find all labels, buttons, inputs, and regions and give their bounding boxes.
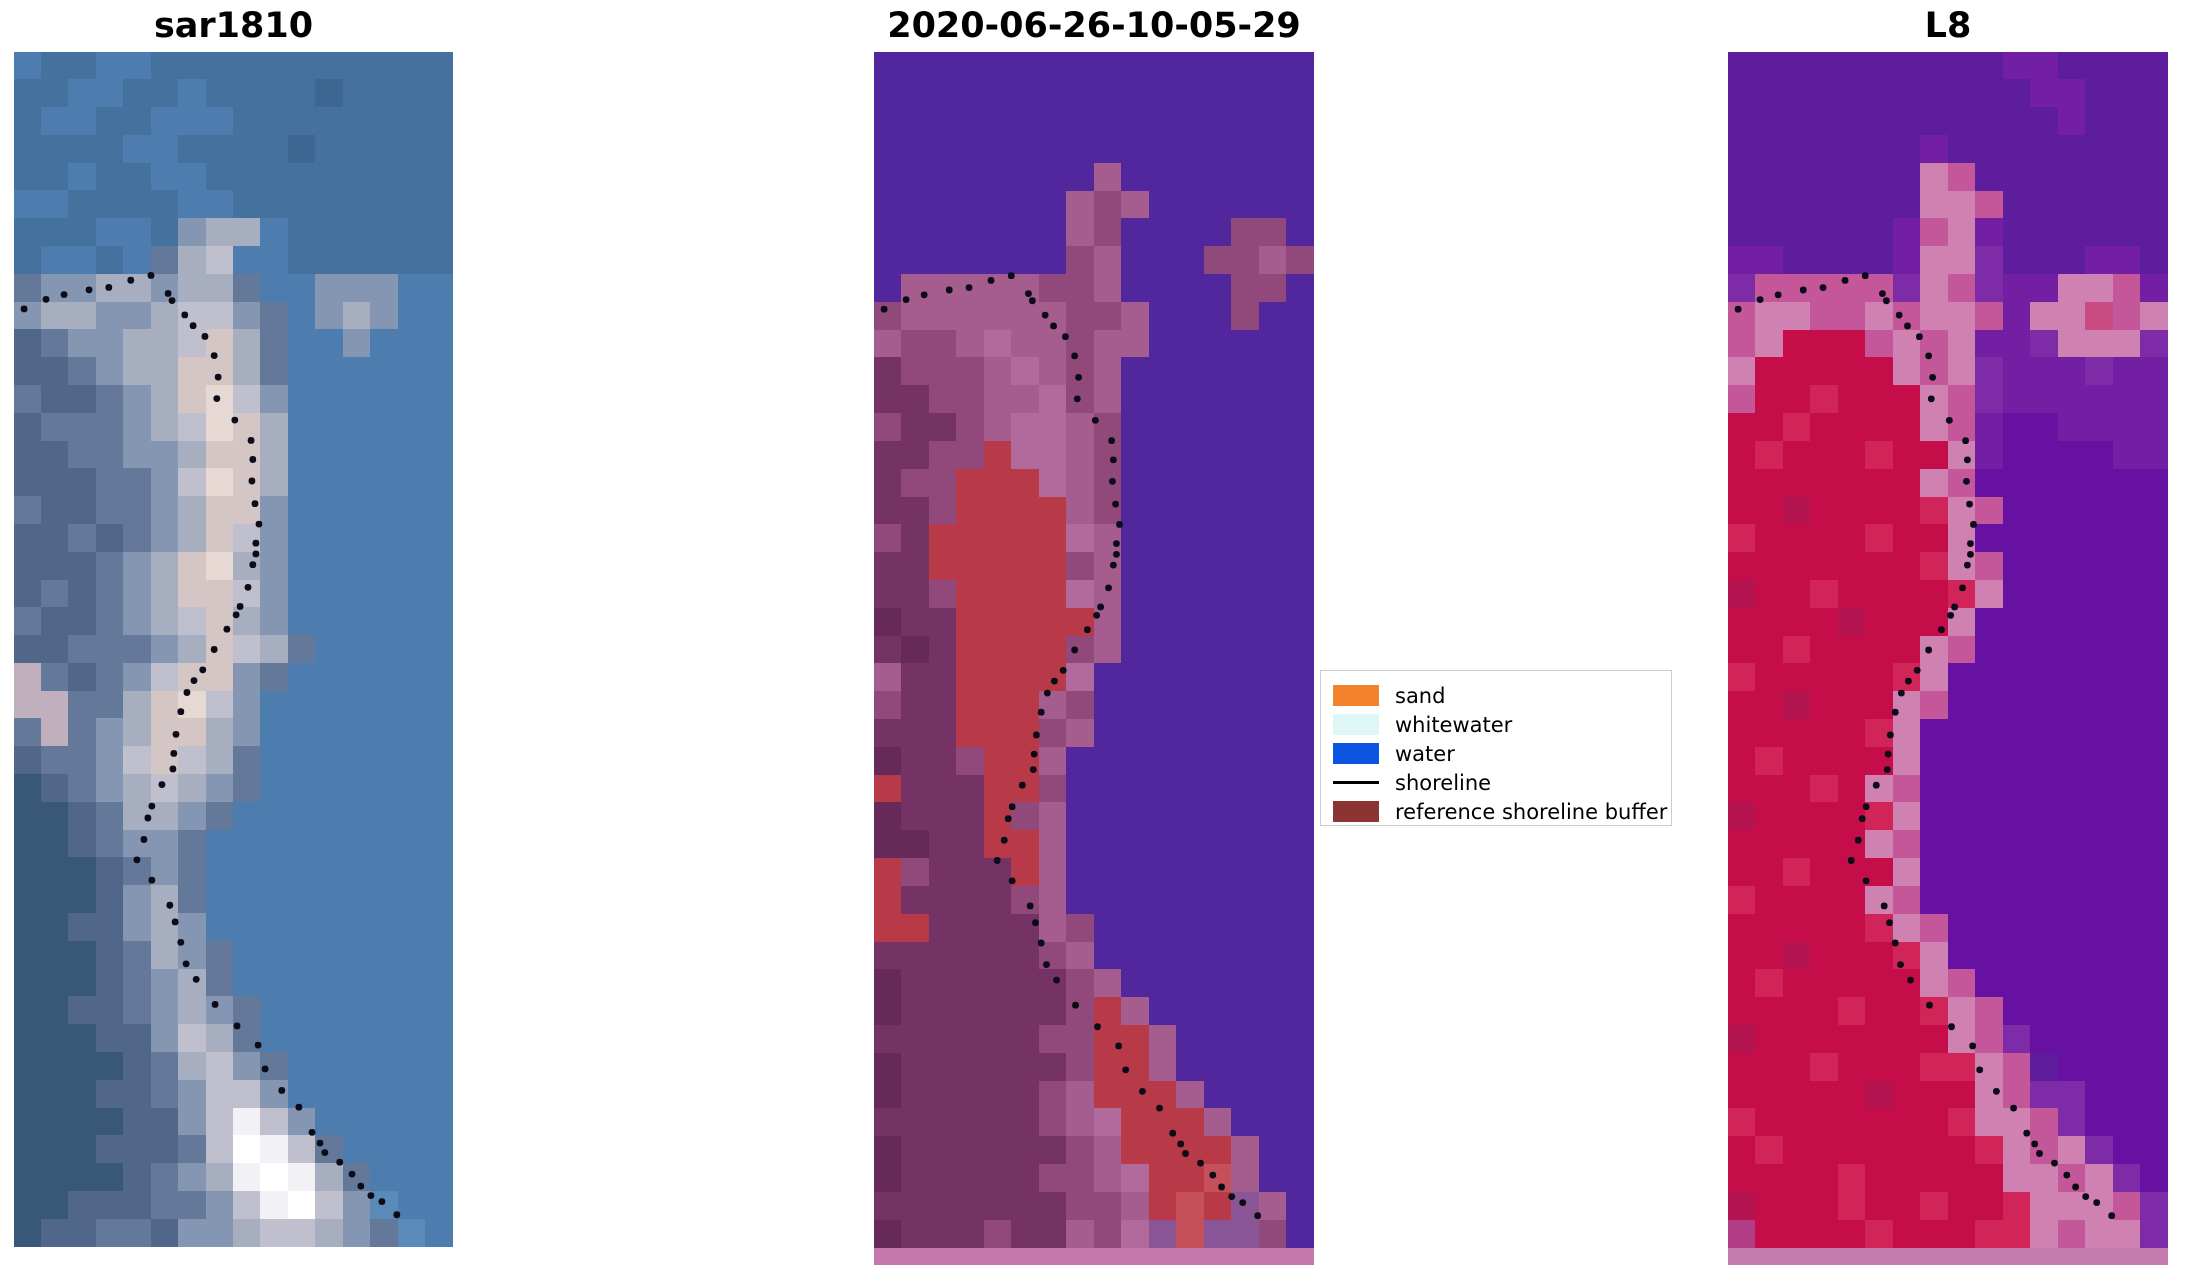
legend-label: reference shoreline buffer xyxy=(1395,799,1668,824)
legend: sand whitewater water shoreline referenc… xyxy=(1320,670,1672,826)
legend-item-whitewater: whitewater xyxy=(1333,710,1659,739)
legend-label: sand xyxy=(1395,683,1446,708)
sar-image xyxy=(14,52,453,1247)
legend-item-shoreline: shoreline xyxy=(1333,768,1659,797)
legend-label: whitewater xyxy=(1395,712,1513,737)
panel-title-l8: L8 xyxy=(1924,6,1972,46)
legend-item-sand: sand xyxy=(1333,681,1659,710)
classified-image xyxy=(874,52,1314,1265)
panel-title-sar: sar1810 xyxy=(153,6,314,46)
shoreline-line-swatch xyxy=(1333,781,1379,784)
sand-swatch xyxy=(1333,685,1379,706)
l8-image xyxy=(1728,52,2168,1265)
water-swatch xyxy=(1333,743,1379,764)
legend-item-reference-buffer: reference shoreline buffer xyxy=(1333,797,1667,826)
legend-label: shoreline xyxy=(1395,770,1492,795)
legend-label: water xyxy=(1395,741,1455,766)
panel-title-classified-date: 2020-06-26-10-05-29 xyxy=(887,6,1301,46)
whitewater-swatch xyxy=(1333,714,1379,735)
reference-buffer-swatch xyxy=(1333,801,1379,822)
legend-item-water: water xyxy=(1333,739,1659,768)
